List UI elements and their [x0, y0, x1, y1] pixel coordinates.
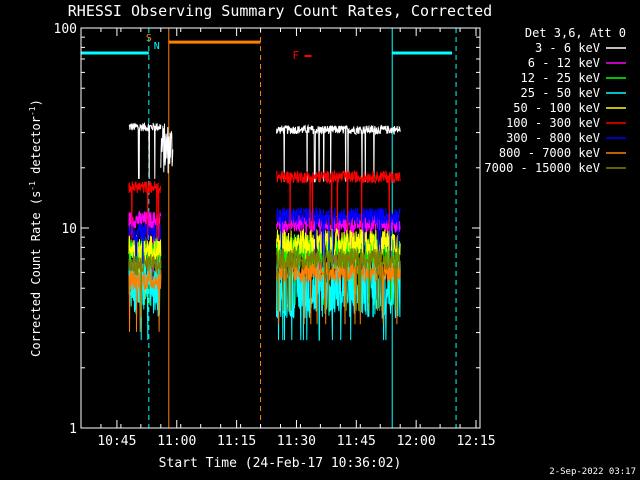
series-line — [128, 122, 162, 179]
y-axis-label-mid: detector — [29, 116, 43, 181]
legend-label: 25 - 50 keV — [521, 86, 600, 100]
y-tick-label: 100 — [54, 22, 77, 37]
marker-s: S — [146, 33, 152, 44]
series-line — [128, 254, 162, 318]
y-axis-label-sup1: -1 — [28, 181, 37, 191]
series-0 — [128, 122, 401, 183]
x-tick-label: 10:45 — [97, 434, 136, 449]
series-line — [128, 268, 162, 332]
legend-label: 300 - 800 keV — [506, 131, 600, 145]
x-tick-label: 12:15 — [456, 434, 495, 449]
axes: 10:45 11:00 11:15 11:30 11:45 12:00 12:15 1 10 10… — [54, 22, 496, 449]
series-line — [276, 206, 401, 268]
footer-timestamp: 2-Sep-2022 03:17 — [549, 467, 636, 477]
series-line — [128, 210, 162, 272]
plot-area: SN F — [80, 28, 457, 428]
series-line — [276, 246, 401, 312]
x-tick-label: 11:00 — [157, 434, 196, 449]
x-tick-label: 12:00 — [397, 434, 436, 449]
legend-label: 100 - 300 keV — [506, 116, 600, 130]
legend-label: 3 - 6 keV — [535, 41, 600, 55]
y-tick-label: 1 — [69, 422, 77, 437]
series-line — [128, 234, 162, 300]
series-line — [128, 180, 161, 240]
x-tick-label: 11:15 — [217, 434, 256, 449]
legend-label: 6 - 12 keV — [528, 56, 600, 70]
marker-n: N — [154, 41, 160, 52]
marker-f: F — [292, 49, 299, 62]
series-line — [276, 228, 401, 295]
y-axis-label-end: ) — [29, 99, 43, 106]
y-axis-label-main: Corrected Count Rate (s — [29, 191, 43, 357]
chart-title: RHESSI Observing Summary Count Rates, Co… — [68, 2, 492, 20]
series-line — [276, 169, 401, 229]
x-tick-label: 11:45 — [337, 434, 376, 449]
series-line — [128, 223, 162, 285]
series-line — [160, 123, 174, 174]
legend-header: Det 3,6, Att 0 — [525, 26, 626, 40]
y-axis-label-sup2: -1 — [28, 106, 37, 116]
series-5 — [128, 169, 401, 240]
x-axis-label: Start Time (24-Feb-17 10:36:02) — [159, 456, 402, 471]
y-tick-label: 10 — [61, 222, 77, 237]
legend-label: 800 - 7000 keV — [499, 146, 600, 160]
legend-label: 7000 - 15000 keV — [484, 161, 600, 175]
legend-label: 12 - 25 keV — [521, 71, 600, 85]
series-8 — [128, 246, 401, 318]
series-line — [276, 123, 401, 183]
series-4 — [128, 228, 401, 300]
series-6 — [128, 206, 401, 285]
x-tick-label: 11:30 — [277, 434, 316, 449]
y-axis-label: Corrected Count Rate (s-1 detector-1) — [28, 99, 43, 357]
legend-label: 50 - 100 keV — [513, 101, 600, 115]
